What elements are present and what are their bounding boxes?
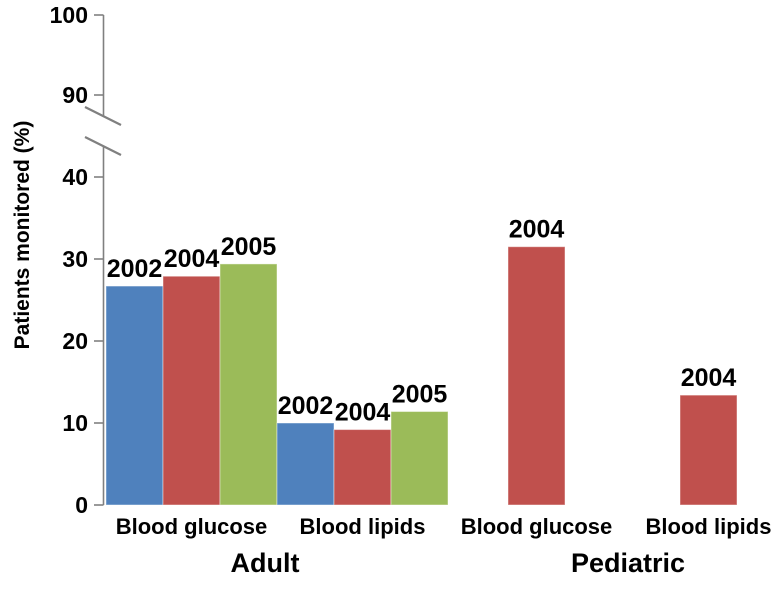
bar-year-label: 2004 [335,399,391,427]
bar-year-label: 2004 [681,364,737,392]
bar-2005 [390,411,449,506]
category-label: Blood glucose [461,514,613,539]
axis-break-slash [84,136,122,156]
y-tick-label: 20 [62,328,88,354]
y-tick-label: 40 [62,164,88,190]
y-tick-label: 0 [75,492,88,518]
category-label: Blood glucose [116,514,268,539]
y-tick-label: 100 [50,2,88,28]
bar-year-label: 2005 [221,233,277,261]
bar-year-label: 2002 [107,255,163,283]
bar-2004 [333,429,392,506]
y-tick-label: 10 [62,410,88,436]
category-label: Blood lipids [646,514,772,539]
category-label: Blood lipids [300,514,426,539]
group-label: Pediatric [571,548,685,578]
bar-year-label: 2005 [392,381,448,409]
y-axis-title: Patients monitored (%) [11,121,34,350]
bar-2002 [276,422,335,506]
bar-year-label: 2004 [509,216,565,244]
bar-2005 [219,263,278,506]
bar-2004 [162,275,221,506]
axis-break-slash [84,106,122,126]
bar-year-label: 2004 [164,245,220,273]
group-label: Adult [231,548,300,578]
bar-2004 [679,394,738,506]
bar-year-label: 2002 [278,392,334,420]
bar-2002 [105,285,164,506]
y-tick-label: 30 [62,246,88,272]
y-tick-label: 90 [62,82,88,108]
bar-2004 [507,246,566,506]
